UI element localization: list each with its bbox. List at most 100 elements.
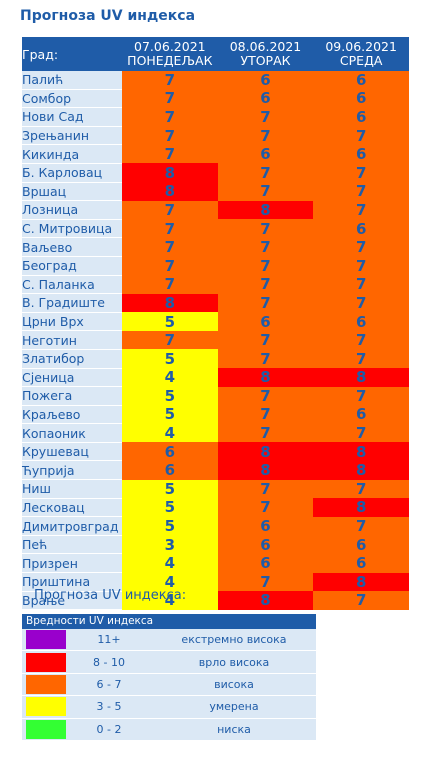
- table-row: Крушевац 6 8 8: [22, 442, 409, 462]
- legend-swatch: [26, 697, 66, 717]
- uv-value-cell: 7: [217, 423, 314, 443]
- legend-range: 0 - 2: [96, 722, 122, 736]
- page-title: Прогноза UV индекса: [20, 8, 196, 24]
- uv-value-cell: 7: [122, 107, 218, 127]
- uv-value-cell: 4: [122, 368, 218, 387]
- uv-value-cell: 7: [313, 275, 409, 294]
- uv-value-cell: 4: [122, 591, 218, 610]
- uv-value-cell: 8: [313, 460, 409, 480]
- uv-value-cell: 7: [217, 479, 314, 499]
- uv-value-cell: 7: [313, 591, 409, 610]
- uv-value-cell: 6: [122, 460, 218, 480]
- uv-value-cell: 7: [313, 423, 409, 443]
- table-row: Врање 4 8 7: [22, 591, 409, 611]
- legend-range: 11+: [97, 633, 121, 647]
- legend-subtitle: Прогноза UV индекса:: [34, 588, 187, 603]
- uv-value-cell: 8: [217, 442, 314, 461]
- legend-swatch: [26, 652, 66, 672]
- uv-value-cell: 7: [313, 293, 409, 313]
- table-row: С. Паланка 7 7 7: [22, 275, 409, 295]
- uv-value-cell: 7: [122, 219, 218, 238]
- uv-value-cell: 7: [217, 498, 314, 517]
- uv-value-cell: 8: [122, 182, 218, 201]
- legend-rows: 11+ екстремно висока 8 - 10 врло висока 6 - …: [22, 629, 316, 741]
- city-name: Нови Сад: [22, 107, 122, 127]
- uv-value-cell: 7: [217, 275, 314, 294]
- city-name: Црни Врх: [22, 312, 122, 332]
- uv-value-cell: 7: [122, 330, 218, 350]
- legend-label: екстремно висока: [181, 633, 287, 647]
- uv-value-cell: 7: [217, 256, 314, 276]
- uv-value-cell: 6: [313, 553, 409, 573]
- legend-range: 8 - 10: [93, 655, 125, 669]
- uv-value-cell: 8: [313, 498, 409, 517]
- uv-value-cell: 7: [217, 349, 314, 368]
- legend-row: 8 - 10 врло висока: [22, 651, 316, 674]
- table-row: Призрен 4 6 6: [22, 553, 409, 574]
- uv-value-cell: 7: [217, 107, 314, 127]
- legend-swatch: [26, 630, 66, 650]
- uv-value-cell: 7: [217, 386, 314, 406]
- city-name: Димитровград: [22, 516, 122, 536]
- legend-swatch: [26, 674, 66, 694]
- table-row: Зрењанин 7 7 7: [22, 126, 409, 146]
- day-date: 08.06.2021: [229, 39, 302, 54]
- city-name: Палић: [22, 71, 122, 90]
- day-column-header: 07.06.2021 ПОНЕДЕЉАК: [122, 37, 218, 71]
- table-row: Црни Врх 5 6 6: [22, 312, 409, 332]
- uv-value-cell: 7: [217, 219, 314, 238]
- legend-label: умерена: [209, 700, 259, 714]
- uv-value-cell: 6: [313, 219, 409, 238]
- table-row: Ниш 5 7 7: [22, 479, 409, 499]
- uv-value-cell: 7: [217, 237, 314, 257]
- uv-value-cell: 7: [313, 386, 409, 406]
- city-column-header: Град:: [22, 37, 122, 71]
- city-name: С. Митровица: [22, 219, 122, 239]
- table-row: Пећ 3 6 6: [22, 535, 409, 555]
- uv-value-cell: 6: [313, 405, 409, 424]
- uv-value-cell: 8: [217, 460, 314, 480]
- uv-value-cell: 5: [122, 498, 218, 517]
- uv-value-cell: 6: [217, 312, 314, 331]
- city-name: Београд: [22, 256, 122, 276]
- city-name: Ћуприја: [22, 460, 122, 481]
- uv-value-cell: 8: [122, 293, 218, 313]
- uv-value-cell: 6: [217, 535, 314, 554]
- uv-value-cell: 6: [313, 535, 409, 554]
- uv-value-cell: 8: [122, 163, 218, 183]
- table-row: Лозница 7 8 7: [22, 200, 409, 220]
- uv-value-cell: 5: [122, 405, 218, 424]
- city-name: Сомбор: [22, 89, 122, 109]
- legend-row: 6 - 7 висока: [22, 673, 316, 697]
- uv-value-cell: 6: [217, 89, 314, 108]
- city-name: Призрен: [22, 553, 122, 574]
- uv-value-cell: 7: [313, 256, 409, 276]
- table-row: Приштина 4 7 8: [22, 572, 409, 592]
- uv-value-cell: 7: [313, 349, 409, 368]
- city-name: Лозница: [22, 200, 122, 220]
- city-name: Приштина: [22, 572, 122, 592]
- uv-value-cell: 7: [122, 144, 218, 164]
- legend-row: 3 - 5 умерена: [22, 696, 316, 719]
- city-name: Златибор: [22, 349, 122, 369]
- uv-value-cell: 7: [217, 163, 314, 183]
- table-row: Београд 7 7 7: [22, 256, 409, 276]
- city-name: Краљево: [22, 405, 122, 425]
- legend-row: 11+ екстремно висока: [22, 629, 316, 652]
- table-header-row: Град: 07.06.2021 ПОНЕДЕЉАК 08.06.2021 УТ…: [22, 37, 409, 71]
- day-weekday: УТОРАК: [240, 53, 291, 68]
- uv-value-cell: 7: [122, 89, 218, 108]
- city-name: Вршац: [22, 182, 122, 202]
- table-row: В. Градиште 8 7 7: [22, 293, 409, 313]
- uv-value-cell: 7: [217, 126, 314, 145]
- uv-value-cell: 3: [122, 535, 218, 554]
- day-date: 07.06.2021: [134, 39, 206, 54]
- city-name: С. Паланка: [22, 275, 122, 295]
- table-row: Лесковац 5 7 8: [22, 498, 409, 518]
- uv-value-cell: 5: [122, 479, 218, 499]
- uv-value-cell: 8: [313, 368, 409, 387]
- uv-value-cell: 7: [122, 256, 218, 276]
- table-row: Ћуприја 6 8 8: [22, 460, 409, 481]
- day-date: 09.06.2021: [325, 39, 397, 54]
- table-row: Златибор 5 7 7: [22, 349, 409, 369]
